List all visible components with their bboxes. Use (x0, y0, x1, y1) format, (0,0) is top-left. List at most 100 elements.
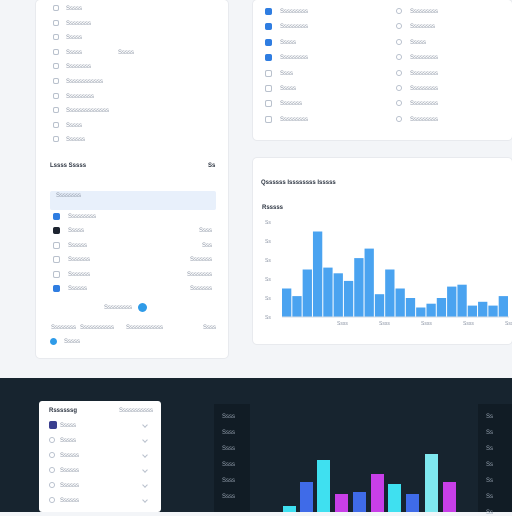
checkbox-checked[interactable] (265, 23, 272, 31)
lock-icon (53, 227, 60, 235)
item-icon (49, 452, 55, 458)
checkbox-checked[interactable] (265, 54, 272, 62)
list-item[interactable]: Sssss (36, 4, 228, 14)
right-list-row[interactable]: Sssss Sssss (253, 38, 512, 49)
bar[interactable] (364, 248, 374, 317)
checkbox-checked[interactable] (265, 8, 272, 15)
dark-bar[interactable] (317, 460, 330, 512)
dark-bar[interactable] (353, 492, 366, 512)
dark-left-ticks: Ssss Ssss Ssss Ssss Ssss Ssss (222, 414, 246, 514)
section-title: Lssss Sssss (50, 163, 87, 169)
footer-link-label: Sssss (64, 339, 81, 345)
panel-item-label: Ssssss (68, 286, 88, 292)
list-item-label: Sssssssss (66, 93, 95, 100)
row-status-icon (396, 8, 402, 14)
bar[interactable] (395, 288, 405, 318)
item-icon (49, 467, 55, 473)
list-item[interactable]: Sssss Sssss (36, 48, 228, 58)
checkbox[interactable] (265, 115, 272, 123)
dark-card-item[interactable]: Ssssss (39, 466, 161, 476)
bar[interactable] (385, 269, 395, 318)
bar[interactable] (498, 296, 508, 317)
panel-item-value: Sssssss (189, 286, 212, 292)
item-icon (53, 241, 60, 249)
panel-item[interactable]: Ssssss Sss (36, 241, 228, 252)
right-list-row[interactable]: Sssssssss Sssssssss (253, 8, 512, 18)
pager-button[interactable] (138, 303, 147, 312)
right-list-row[interactable]: Sssssssss Sssssssss (253, 115, 512, 126)
list-item-icon (53, 19, 59, 26)
y-tick-label: Ss (265, 258, 271, 264)
panel-item[interactable]: Sssss Ssss (36, 227, 228, 237)
footer-column-label: Sssssssssss (80, 325, 115, 331)
row-label: Sssss (280, 86, 297, 92)
list-item[interactable]: Ssssssss (36, 19, 228, 29)
list-item[interactable]: Sssssssss (36, 92, 228, 102)
bar[interactable] (426, 303, 436, 317)
bar[interactable] (343, 280, 354, 317)
dark-card-item[interactable]: Ssssss (39, 481, 161, 491)
dark-bar[interactable] (406, 494, 419, 512)
right-list-row[interactable]: Sssssssss Ssssssss (253, 23, 512, 33)
search-input[interactable]: Ssssssss (50, 191, 216, 210)
bar[interactable] (354, 258, 364, 317)
checkbox[interactable] (265, 100, 272, 108)
footer-link[interactable]: Sssss (50, 338, 110, 348)
panel-item[interactable]: Ssssss Sssssss (36, 285, 228, 295)
panel-item[interactable]: Sssssss Sssssss (36, 256, 228, 266)
list-item[interactable]: Sssss (36, 121, 228, 131)
list-item[interactable]: Ssssssss (36, 62, 228, 72)
bar[interactable] (416, 307, 426, 318)
dark-card-title: Rssssssg (49, 408, 78, 414)
list-item[interactable]: Ssssssssssssss (36, 106, 228, 116)
bar[interactable] (292, 296, 302, 317)
bar[interactable] (302, 269, 312, 318)
list-item[interactable]: Ssssss (36, 135, 228, 145)
bar[interactable] (323, 267, 333, 317)
list-item[interactable]: Sssss (36, 33, 228, 43)
panel-item-label: Sssssss (68, 257, 91, 264)
checkbox[interactable] (265, 69, 272, 77)
bar[interactable] (467, 305, 478, 317)
chevron-down-icon (142, 497, 148, 503)
bar[interactable] (333, 273, 343, 317)
checkbox-checked[interactable] (265, 38, 272, 46)
dark-bar[interactable] (443, 482, 456, 512)
dark-bar[interactable] (283, 506, 296, 512)
search-placeholder: Ssssssss (56, 193, 82, 199)
footer-column-label: Ssss (203, 325, 217, 331)
dark-card-item[interactable]: Ssssss (39, 496, 161, 506)
right-list-row[interactable]: Sssss Sssssssss (253, 85, 512, 95)
right-list-row[interactable]: Ssss Sssssssss (253, 69, 512, 80)
dark-left-column (214, 404, 250, 512)
bar[interactable] (488, 305, 498, 317)
bar[interactable] (405, 298, 416, 317)
x-tick-label: Ssss (379, 321, 390, 327)
dark-bar[interactable] (335, 494, 348, 512)
list-item[interactable]: Ssssssssssss (36, 77, 228, 87)
row-status-icon (396, 85, 402, 91)
y-tick-label: Ss (265, 220, 271, 226)
right-list-row[interactable]: Sssssss Sssssssss (253, 100, 512, 110)
right-list-row[interactable]: Sssssssss Sssssssss (253, 54, 512, 64)
bar[interactable] (447, 286, 457, 317)
bar[interactable] (478, 301, 488, 317)
bar[interactable] (282, 288, 292, 318)
dark-right-column (478, 404, 512, 512)
dark-bar[interactable] (371, 474, 384, 512)
panel-item[interactable]: Sssssssss (36, 213, 228, 223)
panel-item[interactable]: Sssssss Ssssssss (36, 270, 228, 281)
pager[interactable]: Sssssssss (104, 303, 184, 313)
bar[interactable] (436, 298, 447, 317)
bar[interactable] (374, 294, 385, 317)
dark-bar[interactable] (425, 454, 438, 512)
dark-card-item[interactable]: Sssss (39, 421, 161, 431)
checkbox[interactable] (265, 85, 272, 92)
dark-card-item[interactable]: Ssssss (39, 451, 161, 461)
dark-bar[interactable] (388, 484, 401, 512)
dark-card-item-label: Ssssss (60, 468, 80, 474)
bar[interactable] (312, 231, 323, 318)
bar[interactable] (457, 284, 467, 317)
dark-bar[interactable] (300, 482, 313, 512)
dark-card-item[interactable]: Sssss (39, 436, 161, 446)
